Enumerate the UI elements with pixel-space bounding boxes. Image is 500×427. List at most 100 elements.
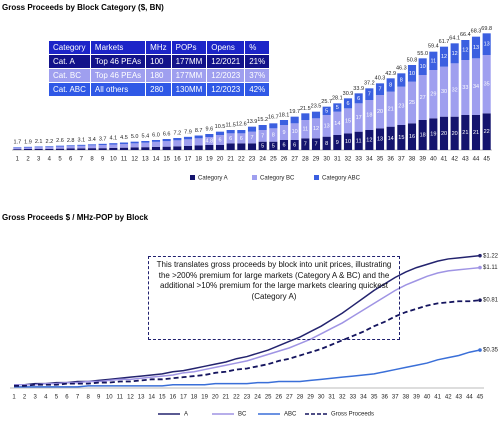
- total-label: 42.9: [385, 71, 396, 77]
- total-label: 61.7: [439, 39, 450, 45]
- table-cell: 180: [145, 68, 172, 83]
- segment-label: 16: [409, 134, 415, 140]
- x-tick-label: 8: [86, 395, 90, 401]
- end-point: [478, 253, 482, 258]
- bar-segment: [66, 148, 75, 150]
- table-cell: All others: [89, 82, 147, 97]
- segment-label: 5: [325, 108, 328, 114]
- total-label: 46.3: [396, 65, 407, 71]
- bar-segment: [13, 147, 22, 148]
- bar-segment: [55, 145, 65, 147]
- legend-label: Category A: [198, 176, 228, 182]
- bar-segment: [439, 116, 449, 150]
- x-tick-label: 28: [297, 395, 304, 401]
- bar-segment: [386, 126, 395, 150]
- table-cell: 100: [145, 54, 172, 69]
- total-label: 40.3: [375, 75, 386, 81]
- x-tick-label: 45: [477, 395, 484, 401]
- x-tick-label: 21: [227, 157, 234, 163]
- x-tick-label: 25: [265, 395, 272, 401]
- total-label: 55.0: [417, 51, 428, 57]
- total-label: 23.5: [311, 103, 322, 109]
- segment-label: 33: [462, 85, 468, 91]
- bar-segment: [23, 149, 33, 150]
- bar-segment: [407, 123, 417, 150]
- x-tick-label: 2: [23, 395, 27, 401]
- x-tick-label: 39: [413, 395, 420, 401]
- bar-segment: [290, 116, 299, 124]
- bar-segment: [258, 130, 267, 142]
- table-cell: Cat. A: [48, 54, 91, 69]
- x-tick-label: 8: [90, 157, 94, 163]
- segment-label: 32: [452, 87, 458, 93]
- x-tick-label: 19: [206, 157, 213, 163]
- segment-label: 7: [368, 92, 371, 98]
- bar-segment: [450, 116, 459, 150]
- x-tick-label: 15: [159, 395, 166, 401]
- x-tick-label: 14: [153, 157, 160, 163]
- segment-label: 12: [441, 54, 447, 60]
- legend-swatch: [190, 175, 195, 180]
- x-tick-label: 16: [174, 157, 181, 163]
- x-tick-label: 35: [377, 157, 384, 163]
- segment-label: 13: [484, 42, 490, 48]
- segment-label: 7: [304, 142, 307, 148]
- bar-segment: [397, 73, 406, 87]
- x-tick-label: 44: [466, 395, 473, 401]
- bar-segment: [354, 131, 363, 150]
- bar-segment: [237, 133, 246, 144]
- total-label: 1.7: [14, 140, 22, 146]
- bar-segment: [375, 83, 385, 95]
- total-label: 3.1: [78, 137, 86, 143]
- bar-segment: [429, 70, 438, 119]
- bar-segment: [482, 33, 491, 55]
- segment-label: 7: [314, 142, 317, 148]
- x-tick-label: 28: [302, 157, 309, 163]
- x-tick-label: 27: [286, 395, 293, 401]
- segment-label: 22: [484, 129, 490, 135]
- x-tick-label: 32: [345, 157, 352, 163]
- x-tick-label: 31: [334, 157, 341, 163]
- bar-segment: [322, 136, 331, 150]
- total-label: 2.1: [35, 139, 43, 145]
- x-tick-label: 5: [58, 157, 62, 163]
- table-header-cell: Markets: [89, 40, 147, 55]
- bar-segment: [183, 139, 193, 146]
- table-cell: 177MM: [170, 68, 208, 83]
- bar-segment: [45, 148, 54, 150]
- bar-segment: [55, 146, 65, 149]
- table-row: Cat. BC Top 46 PEAs 180 177MM 12/2023 37%: [48, 68, 271, 83]
- total-label: 28.1: [332, 96, 343, 102]
- segment-label: 27: [420, 95, 426, 101]
- segment-label: 30: [441, 89, 447, 95]
- bar-segment: [55, 148, 65, 150]
- bar-segment: [439, 66, 449, 117]
- bar-segment: [418, 58, 427, 75]
- bar-segment: [119, 144, 129, 148]
- total-label: 2.2: [46, 139, 54, 145]
- bar-segment: [162, 146, 171, 150]
- x-tick-label: 3: [37, 157, 41, 163]
- bar-segment: [173, 146, 182, 150]
- bar-segment: [87, 144, 97, 146]
- bar-segment: [98, 143, 107, 145]
- x-tick-label: 20: [212, 395, 219, 401]
- end-point: [478, 265, 482, 270]
- x-tick-label: 24: [254, 395, 261, 401]
- total-label: 2.8: [67, 138, 75, 144]
- x-tick-label: 6: [65, 395, 69, 401]
- legend-label: Gross Proceeds: [331, 412, 374, 418]
- bar-segment: [23, 147, 33, 149]
- table-row: Cat. A Top 46 PEAs 100 177MM 12/2021 21%: [48, 54, 271, 69]
- bar-segment: [205, 137, 214, 145]
- x-tick-label: 29: [313, 157, 320, 163]
- segment-label: 6: [346, 101, 349, 107]
- total-label: 4.1: [110, 136, 118, 142]
- legend-label: ABC: [284, 412, 297, 418]
- legend-swatch: [314, 175, 319, 180]
- total-label: 12.6: [236, 121, 247, 127]
- x-tick-label: 15: [163, 157, 170, 163]
- segment-label: 15: [398, 135, 404, 141]
- table-cell: Top 46 PEAs: [89, 68, 147, 83]
- x-tick-label: 23: [244, 395, 251, 401]
